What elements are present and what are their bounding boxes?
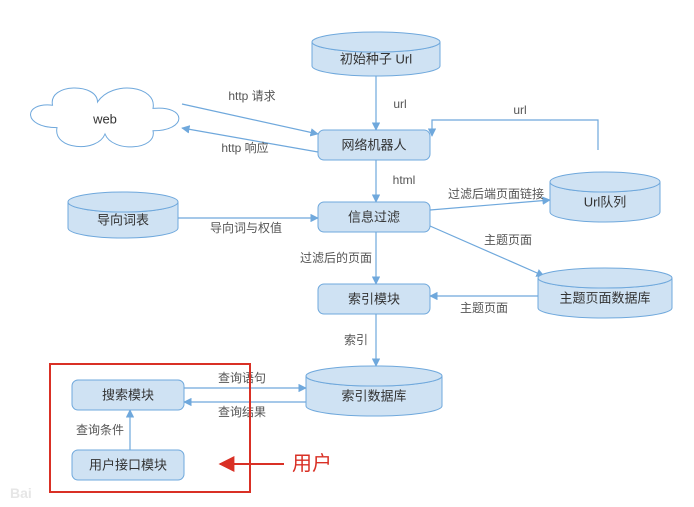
edge-seed-crawler: url bbox=[376, 76, 407, 130]
edge-label: 导向词与权值 bbox=[210, 220, 282, 235]
node-topicdb: 主题页面数据库 bbox=[538, 268, 672, 318]
node-web: web bbox=[31, 88, 179, 147]
edge-web-crawler: http 请求 bbox=[182, 89, 318, 134]
node-label: 索引数据库 bbox=[341, 388, 406, 403]
edge-indexdb-search: 查询结果 bbox=[184, 402, 306, 419]
edge-label: url bbox=[393, 97, 406, 111]
node-label: 网络机器人 bbox=[341, 137, 406, 152]
edge-label: 查询结果 bbox=[218, 405, 266, 419]
node-label: 导向词表 bbox=[97, 212, 149, 227]
node-urlq: Url队列 bbox=[550, 172, 660, 222]
node-indexer: 索引模块 bbox=[318, 284, 430, 314]
node-label: 信息过滤 bbox=[348, 209, 400, 224]
edge-crawler-web: http 响应 bbox=[182, 128, 318, 155]
node-guide: 导向词表 bbox=[68, 192, 178, 238]
edge-label: url bbox=[513, 103, 526, 117]
node-label: 初始种子 Url bbox=[340, 51, 412, 66]
edge-filter-indexer: 过滤后的页面 bbox=[300, 232, 376, 284]
flowchart-diagram: url http 请求 http 响应 url html 导向词与权值 过滤后端页面链接过滤… bbox=[0, 0, 694, 507]
watermark: Bai bbox=[10, 485, 32, 501]
edge-label: 过滤后端页面链接 bbox=[448, 186, 544, 201]
node-crawler: 网络机器人 bbox=[318, 130, 430, 160]
edge-label: http 响应 bbox=[221, 140, 268, 155]
edge-urlq-crawler: url bbox=[432, 103, 598, 150]
node-ui: 用户接口模块 bbox=[72, 450, 184, 480]
edge-ui-search: 查询条件 bbox=[76, 410, 130, 450]
edge-label: 索引 bbox=[344, 333, 368, 347]
node-filter: 信息过滤 bbox=[318, 202, 430, 232]
user-label: 用户 bbox=[292, 452, 332, 475]
edge-filter-topicdb: 主题页面 bbox=[430, 226, 544, 276]
edge-label: 查询语句 bbox=[218, 371, 266, 385]
edge-search-indexdb: 查询语句 bbox=[184, 371, 306, 388]
edge-crawler-filter: html bbox=[376, 160, 415, 202]
node-label: 主题页面数据库 bbox=[559, 290, 650, 305]
edge-label: http 请求 bbox=[228, 89, 275, 103]
node-seed: 初始种子 Url bbox=[312, 32, 440, 76]
edge-topicdb-indexer: 主题页面 bbox=[430, 296, 538, 315]
edge-indexer-indexdb: 索引 bbox=[344, 314, 376, 366]
node-label: Url队列 bbox=[584, 194, 627, 209]
edge-filter-urlq: 过滤后端页面链接 bbox=[430, 186, 550, 210]
edge-label: html bbox=[393, 173, 416, 187]
edge-label: 查询条件 bbox=[76, 423, 124, 437]
node-label: 搜索模块 bbox=[102, 387, 154, 402]
edge-label: 主题页面 bbox=[484, 233, 532, 247]
node-label: 索引模块 bbox=[348, 291, 400, 306]
node-search: 搜索模块 bbox=[72, 380, 184, 410]
edge-guide-filter: 导向词与权值 bbox=[178, 218, 318, 235]
node-indexdb: 索引数据库 bbox=[306, 366, 442, 416]
node-label: web bbox=[92, 111, 117, 126]
edge-label: 过滤后的页面 bbox=[300, 250, 372, 265]
edge-label: 主题页面 bbox=[460, 301, 508, 315]
node-label: 用户接口模块 bbox=[89, 457, 167, 472]
